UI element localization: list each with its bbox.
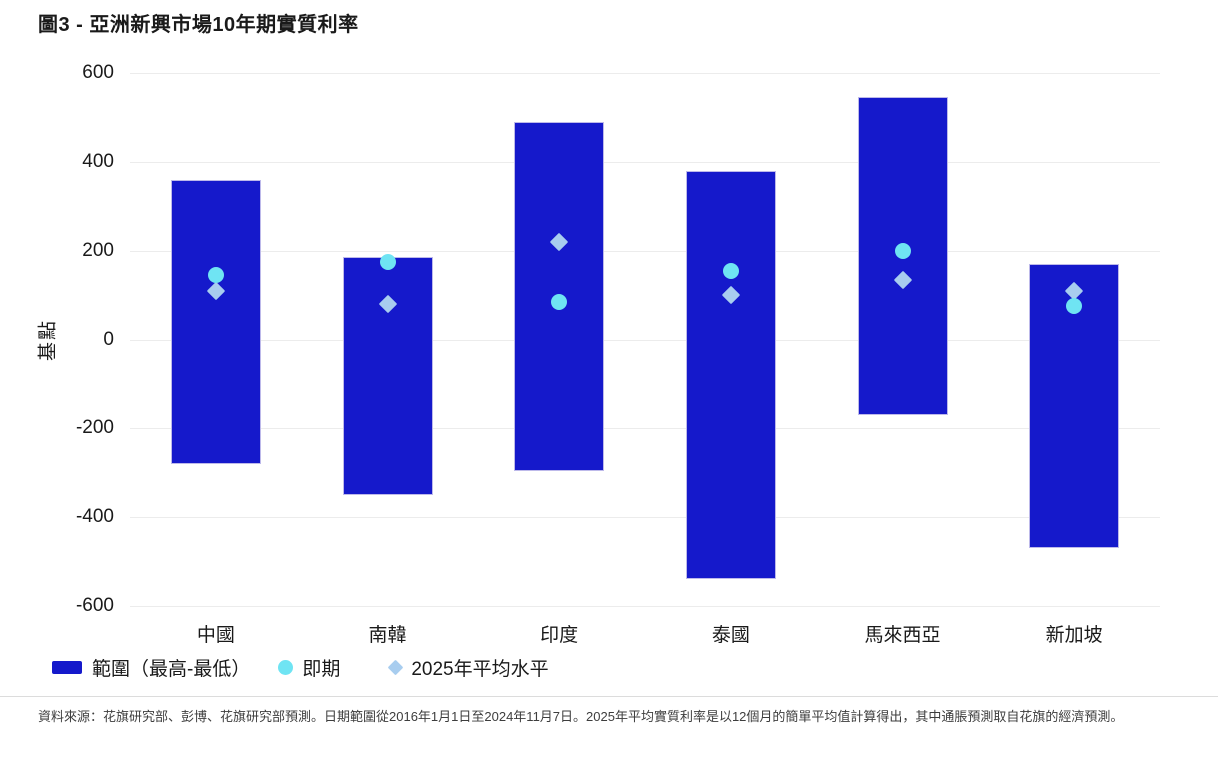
range-bar (685, 170, 776, 580)
current-circle-marker (551, 293, 568, 310)
y-tick-label: -600 (75, 595, 114, 616)
y-tick-label: -400 (75, 506, 114, 528)
current-circle-marker (722, 262, 739, 279)
gridline--400 (130, 517, 1160, 519)
y-tick-label: 400 (82, 150, 114, 172)
current-circle-marker (1066, 298, 1083, 315)
y-tick-label: 200 (82, 239, 114, 261)
x-axis-label: 印度 (540, 625, 579, 646)
current-circle-marker (379, 253, 396, 270)
legend-label: 即期 (302, 658, 341, 680)
current-circle-icon (278, 659, 294, 675)
gridline--600 (130, 606, 1160, 607)
chart-title: 圖3 - 亞洲新興市場10年期實質利率 (38, 14, 359, 36)
y-tick-label: 0 (103, 328, 114, 350)
x-axis-label: 南韓 (368, 625, 407, 646)
footnote-divider: 資料來源：花旗研究部、彭博、花旗研究部預測。日期範圍從2016年1月1日至202… (0, 696, 1218, 727)
legend-item-diamond: 2025年平均水平 (388, 654, 549, 681)
plot-area: 基點 600 400 200 0 -200 -400 -600 中國 南韓 印度 泰國 馬來西亞 新加坡 (38, 62, 1160, 646)
gridline-600 (130, 73, 1160, 74)
range-bar (342, 257, 433, 495)
x-axis-label: 馬來西亞 (864, 625, 941, 646)
current-circle-marker (894, 242, 911, 259)
legend-item-circle: 即期 (278, 654, 340, 681)
x-axis-label: 中國 (196, 625, 235, 646)
gridline--200 (130, 428, 1160, 430)
range-bar-swatch-icon (52, 660, 82, 674)
legend-label: 2025年平均水平 (411, 658, 549, 680)
source-footnote: 資料來源：花旗研究部、彭博、花旗研究部預測。日期範圍從2016年1月1日至202… (38, 709, 1124, 724)
gridline-200 (130, 250, 1160, 252)
y-tick-label: 600 (82, 62, 114, 83)
current-circle-marker (207, 267, 224, 284)
gridline-400 (130, 161, 1160, 163)
avg-2025-diamond-icon (388, 659, 404, 675)
x-axis-label: 新加坡 (1045, 625, 1103, 646)
gridline-0 (130, 339, 1160, 341)
x-axis-label: 泰國 (711, 625, 750, 646)
y-axis-title: 基點 (37, 318, 59, 362)
legend: 範圍（最高-最低） 即期 2025年平均水平 (52, 652, 549, 682)
legend-label: 範圍（最高-最低） (92, 658, 251, 680)
range-bar (170, 179, 261, 464)
y-tick-label: -200 (75, 417, 114, 439)
legend-item-bar-swatch: 範圍（最高-最低） (52, 654, 250, 681)
